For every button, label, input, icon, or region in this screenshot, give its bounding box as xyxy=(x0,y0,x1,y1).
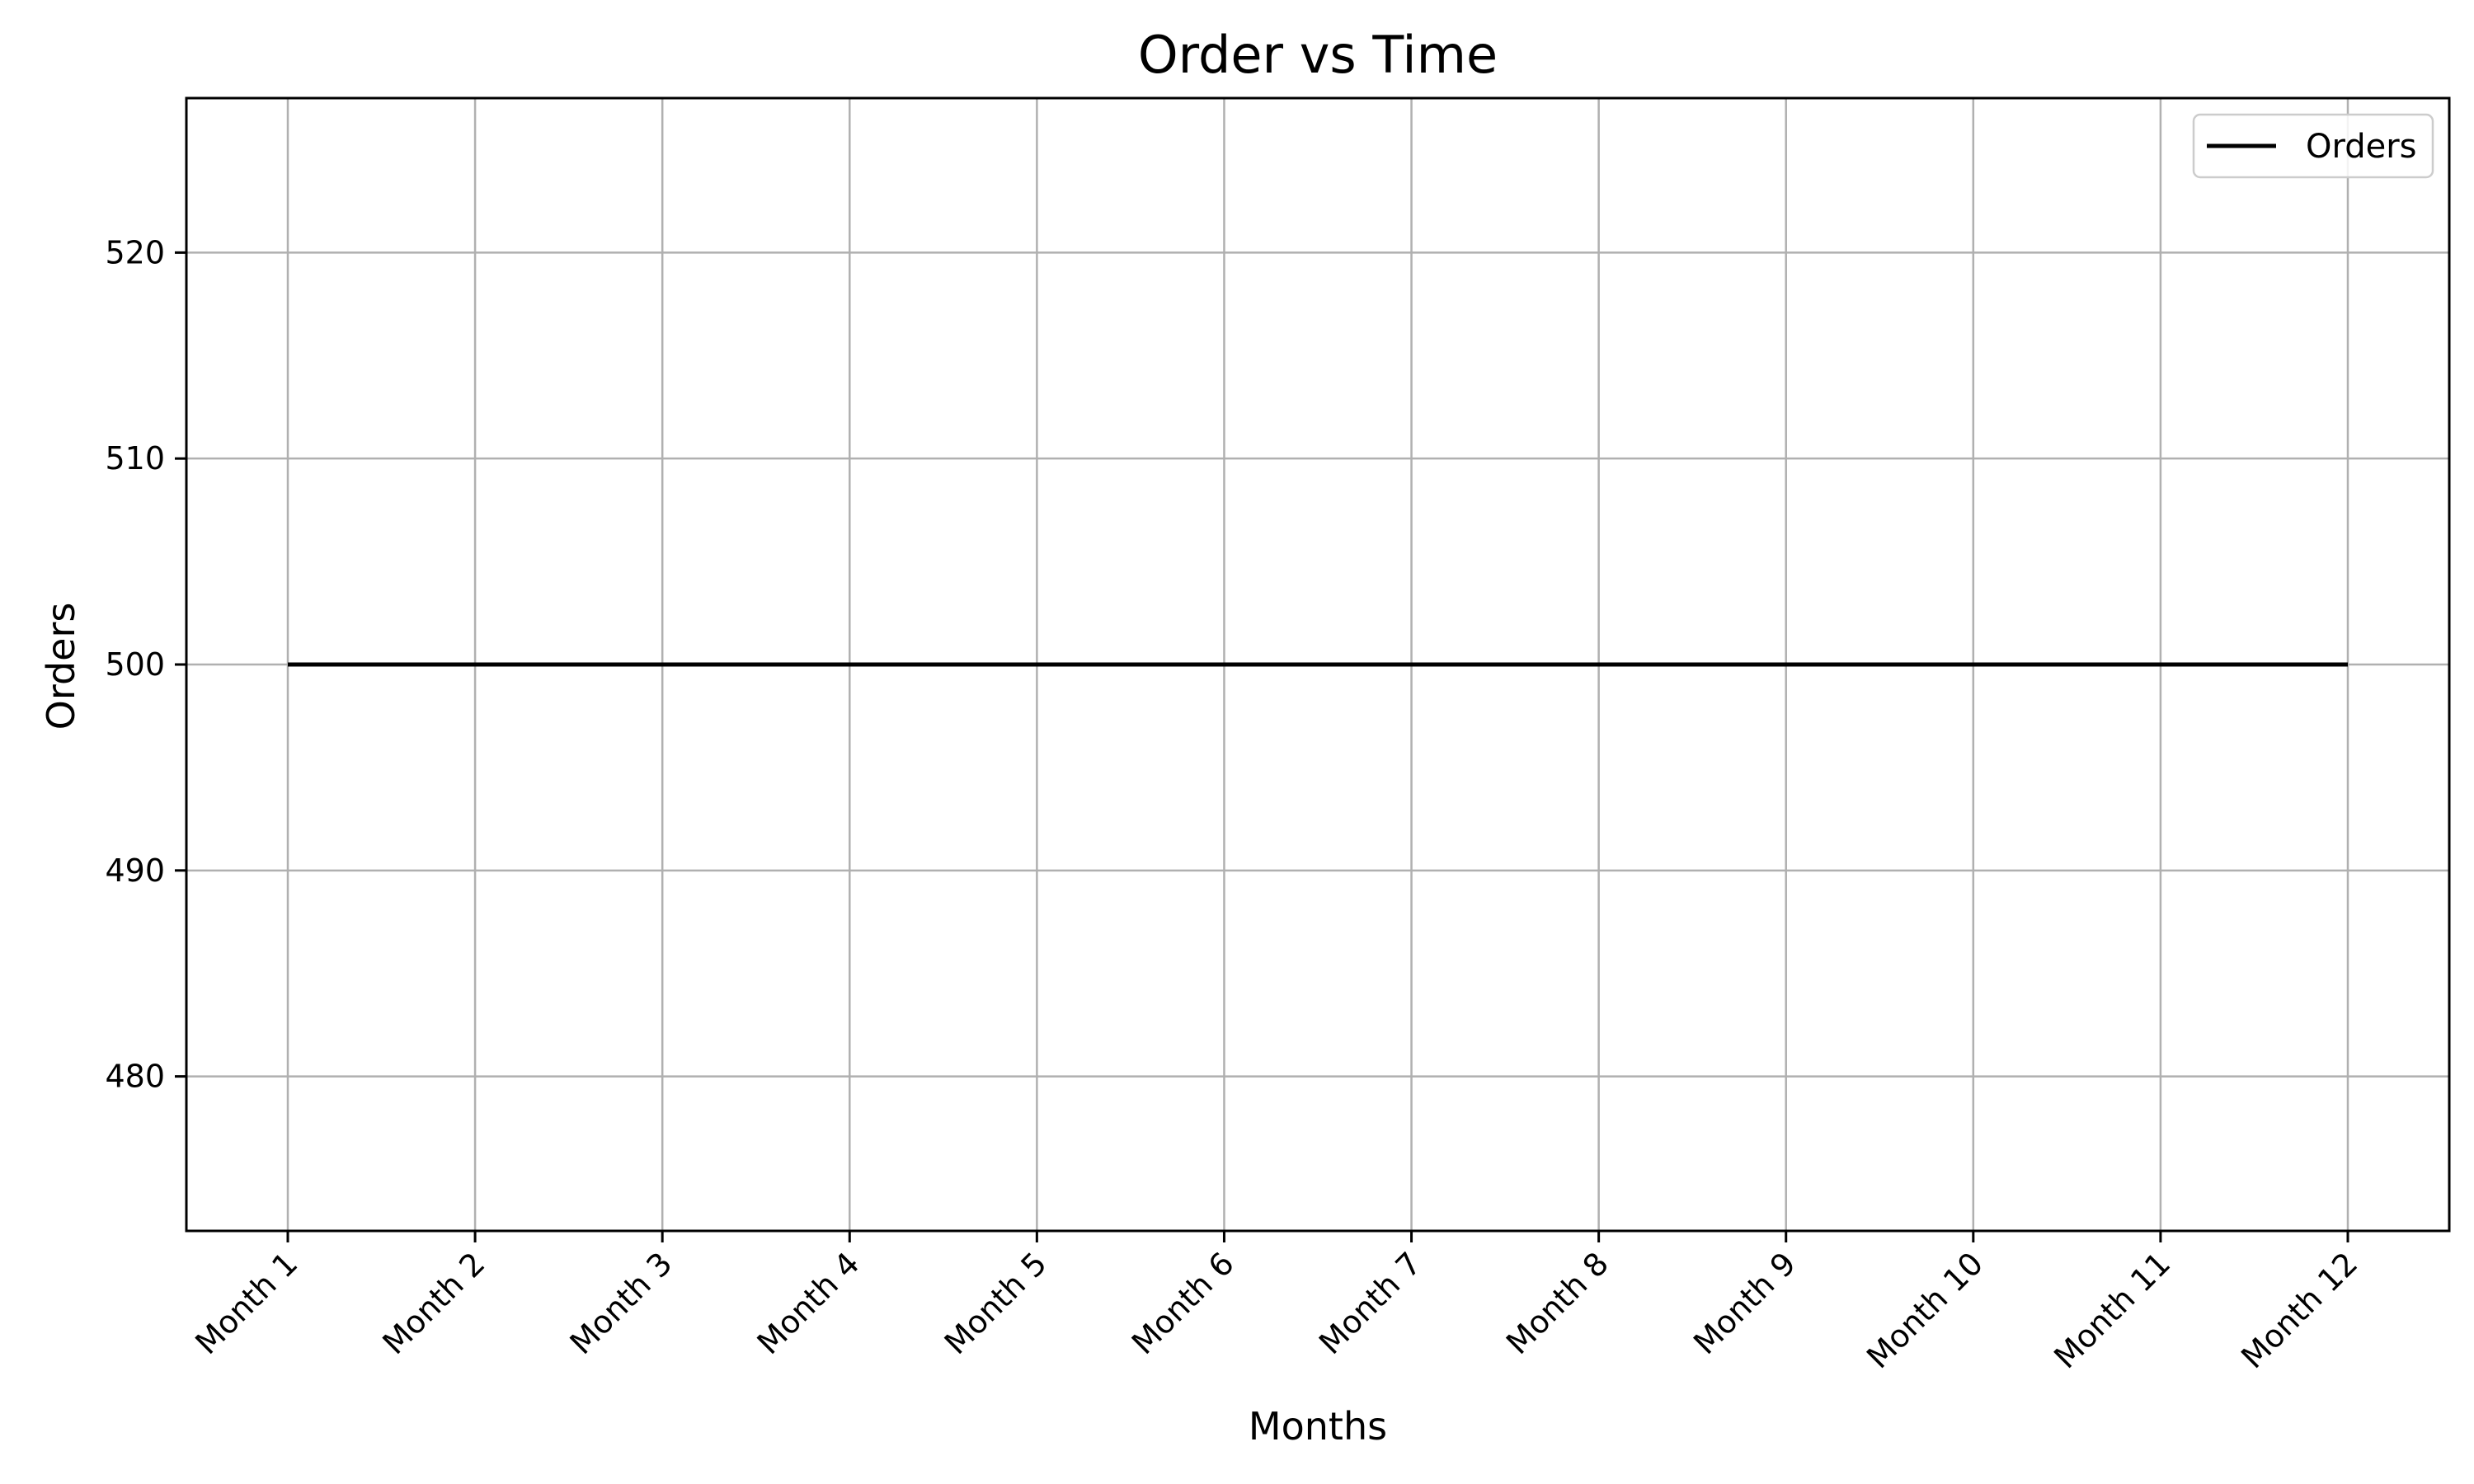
y-axis-label: Orders xyxy=(39,603,83,730)
y-tick-label: 510 xyxy=(105,440,165,477)
y-tick-label: 520 xyxy=(105,234,165,270)
y-tick-label: 500 xyxy=(105,646,165,683)
y-axis: 480 490 500 510 520 xyxy=(105,234,186,1095)
y-tick-label: 490 xyxy=(105,852,165,889)
legend-label: Orders xyxy=(2306,128,2417,166)
legend-box xyxy=(2192,113,2434,179)
chart-title: Order vs Time xyxy=(1138,25,1498,85)
y-tick-label: 480 xyxy=(105,1059,165,1095)
x-axis-label: Months xyxy=(1249,1404,1387,1449)
legend: Orders xyxy=(2192,113,2434,179)
